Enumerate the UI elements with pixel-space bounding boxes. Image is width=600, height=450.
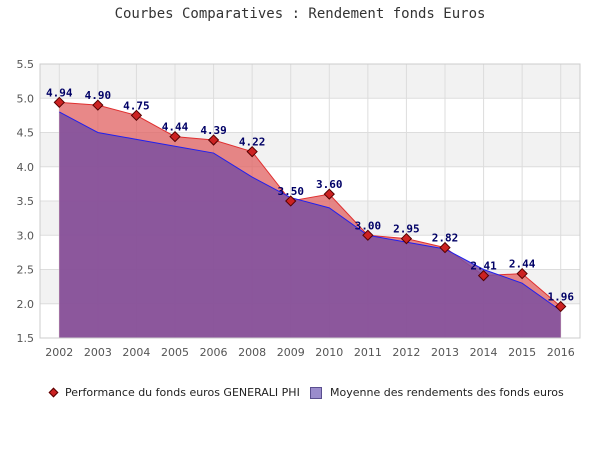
data-label: 2.41 — [470, 260, 497, 273]
y-tick-label: 5.0 — [17, 92, 35, 105]
legend-label-average: Moyenne des rendements des fonds euros — [330, 386, 564, 399]
chart-title: Courbes Comparatives : Rendement fonds E… — [114, 6, 486, 22]
data-point-marker — [130, 109, 143, 122]
x-tick-label: 2005 — [161, 346, 189, 359]
x-tick-label: 2014 — [470, 346, 498, 359]
x-tick-label: 2012 — [392, 346, 420, 359]
series-average-line — [59, 111, 562, 312]
data-point-marker — [439, 241, 451, 254]
data-label: 2.95 — [393, 223, 420, 236]
y-tick-label: 2.5 — [17, 264, 35, 277]
y-tick-label: 1.5 — [17, 332, 35, 345]
x-tick-label: 2003 — [84, 346, 112, 359]
data-label: 3.60 — [316, 178, 343, 191]
x-tick-label: 2010 — [315, 346, 343, 359]
data-label: 2.44 — [509, 258, 536, 271]
x-tick-label: 2004 — [122, 346, 150, 359]
x-tick-label: 2016 — [547, 346, 575, 359]
data-point-marker — [285, 195, 297, 207]
data-point-marker — [516, 267, 528, 280]
x-tick-label: 2013 — [431, 346, 459, 359]
legend-label-performance: Performance du fonds euros GENERALI PHI — [65, 386, 300, 399]
data-point-marker — [477, 270, 490, 282]
x-tick-label: 2015 — [508, 346, 536, 359]
data-point-marker — [555, 300, 567, 313]
x-tick-label: 2006 — [200, 346, 228, 359]
x-tick-label: 2008 — [238, 346, 266, 359]
y-tick-label: 3.0 — [17, 229, 35, 242]
legend: Performance du fonds euros GENERALI PHI … — [48, 386, 590, 406]
data-point-marker — [92, 99, 104, 111]
legend-diamond-icon — [48, 387, 59, 398]
data-label: 3.50 — [277, 185, 304, 198]
data-point-marker — [323, 188, 335, 200]
series-average-area — [59, 111, 561, 338]
data-label: 4.22 — [239, 136, 266, 149]
legend-square-icon — [310, 386, 322, 399]
plot-frame — [39, 63, 581, 339]
y-tick-label: 4.0 — [17, 161, 35, 174]
x-tick-label: 2011 — [354, 346, 382, 359]
data-label: 4.75 — [123, 99, 150, 112]
data-point-marker — [169, 130, 181, 143]
x-tick-label: 2002 — [45, 346, 73, 359]
data-label: 1.96 — [547, 290, 574, 303]
legend-item-average: Moyenne des rendements des fonds euros — [310, 386, 564, 399]
data-label: 2.82 — [432, 232, 459, 245]
data-label: 3.00 — [355, 219, 382, 232]
y-tick-label: 5.5 — [17, 58, 35, 71]
data-label: 4.44 — [162, 121, 189, 134]
grid-band — [40, 64, 580, 99]
data-point-marker — [400, 233, 413, 245]
legend-item-performance: Performance du fonds euros GENERALI PHI — [48, 386, 300, 399]
y-tick-label: 2.0 — [17, 298, 35, 311]
data-label: 4.90 — [85, 89, 112, 102]
y-tick-label: 4.5 — [17, 127, 35, 140]
data-point-marker — [53, 96, 65, 109]
data-point-marker — [207, 134, 220, 146]
x-tick-label: 2009 — [277, 346, 305, 359]
y-tick-label: 3.5 — [17, 195, 35, 208]
data-point-marker — [362, 229, 374, 241]
data-label: 4.39 — [200, 124, 227, 137]
data-label: 4.94 — [46, 86, 73, 99]
data-point-marker — [246, 146, 258, 158]
